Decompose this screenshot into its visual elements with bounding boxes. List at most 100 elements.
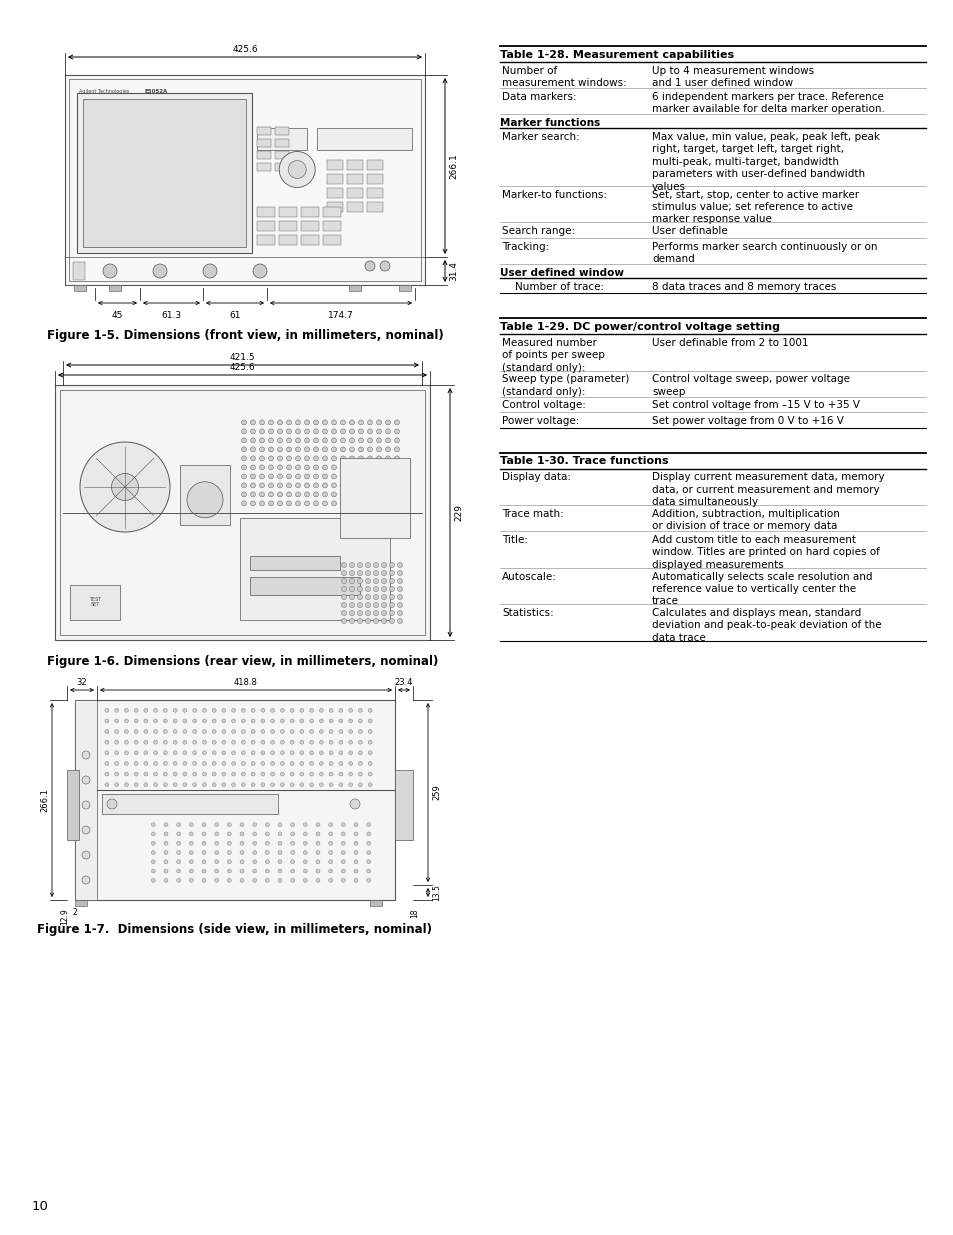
Circle shape — [202, 730, 206, 734]
Circle shape — [397, 578, 402, 583]
Text: Marker search:: Marker search: — [501, 132, 579, 142]
Text: Marker-to functions:: Marker-to functions: — [501, 189, 606, 200]
Circle shape — [365, 571, 370, 576]
Circle shape — [349, 492, 355, 496]
Circle shape — [241, 740, 245, 745]
Circle shape — [124, 762, 129, 766]
Circle shape — [358, 429, 363, 433]
Circle shape — [214, 869, 218, 873]
Circle shape — [227, 841, 231, 845]
Circle shape — [376, 420, 381, 425]
Circle shape — [357, 610, 362, 615]
Circle shape — [172, 762, 177, 766]
Circle shape — [338, 783, 342, 787]
Text: Table 1-28. Measurement capabilities: Table 1-28. Measurement capabilities — [499, 49, 734, 61]
Circle shape — [271, 751, 274, 755]
Circle shape — [376, 456, 381, 461]
Circle shape — [268, 501, 274, 506]
Circle shape — [260, 762, 265, 766]
Circle shape — [114, 730, 118, 734]
Circle shape — [259, 447, 264, 452]
Text: Tracking:: Tracking: — [501, 242, 549, 252]
Circle shape — [357, 619, 362, 624]
Circle shape — [260, 751, 265, 755]
Circle shape — [241, 447, 246, 452]
Circle shape — [163, 730, 167, 734]
Circle shape — [348, 751, 353, 755]
Circle shape — [189, 823, 193, 826]
Circle shape — [277, 878, 282, 882]
Circle shape — [134, 740, 138, 745]
Circle shape — [114, 783, 118, 787]
Circle shape — [367, 429, 372, 433]
Circle shape — [251, 751, 254, 755]
Circle shape — [260, 772, 265, 776]
Bar — [257, 128, 307, 149]
Text: Agilent Technologies: Agilent Technologies — [79, 89, 129, 94]
Circle shape — [349, 447, 355, 452]
Circle shape — [366, 841, 371, 845]
Circle shape — [331, 492, 336, 496]
Circle shape — [299, 709, 304, 713]
Circle shape — [368, 783, 372, 787]
Circle shape — [389, 603, 395, 608]
Circle shape — [152, 878, 155, 882]
Circle shape — [374, 619, 378, 624]
Circle shape — [260, 709, 265, 713]
Circle shape — [280, 709, 284, 713]
Circle shape — [240, 851, 244, 855]
Circle shape — [202, 740, 206, 745]
Circle shape — [350, 799, 359, 809]
Circle shape — [105, 730, 109, 734]
Circle shape — [164, 878, 168, 882]
Circle shape — [304, 429, 309, 433]
Bar — [367, 159, 383, 169]
Text: Add custom title to each measurement
window. Titles are printed on hard copies o: Add custom title to each measurement win… — [651, 535, 879, 569]
Circle shape — [212, 730, 216, 734]
Circle shape — [358, 501, 363, 506]
Circle shape — [331, 483, 336, 488]
Bar — [347, 188, 363, 198]
Text: 61.3: 61.3 — [161, 311, 181, 320]
Text: Search range:: Search range: — [501, 226, 575, 236]
Circle shape — [163, 772, 167, 776]
Text: User defined window: User defined window — [499, 268, 623, 278]
Circle shape — [304, 464, 309, 469]
Circle shape — [354, 832, 357, 836]
Text: Performs marker search continuously or on
demand: Performs marker search continuously or o… — [651, 242, 877, 264]
Circle shape — [397, 619, 402, 624]
Circle shape — [319, 762, 323, 766]
Circle shape — [241, 429, 246, 433]
Circle shape — [331, 429, 336, 433]
Circle shape — [202, 719, 206, 722]
Bar — [301, 221, 319, 231]
Circle shape — [329, 730, 333, 734]
Circle shape — [374, 562, 378, 568]
Circle shape — [395, 420, 399, 425]
Bar — [347, 173, 363, 184]
Circle shape — [385, 492, 390, 496]
Circle shape — [341, 832, 345, 836]
Circle shape — [105, 740, 109, 745]
Circle shape — [341, 594, 346, 599]
Circle shape — [379, 261, 390, 270]
Circle shape — [349, 456, 355, 461]
Circle shape — [286, 474, 292, 479]
Circle shape — [389, 571, 395, 576]
Circle shape — [348, 762, 353, 766]
Circle shape — [295, 456, 300, 461]
Circle shape — [176, 851, 180, 855]
Circle shape — [349, 594, 355, 599]
Circle shape — [354, 878, 357, 882]
Circle shape — [164, 823, 168, 826]
Circle shape — [82, 802, 90, 809]
Circle shape — [222, 762, 226, 766]
Circle shape — [366, 832, 371, 836]
Bar — [257, 235, 274, 245]
Bar — [70, 585, 120, 620]
Circle shape — [202, 841, 206, 845]
Circle shape — [397, 610, 402, 615]
Circle shape — [291, 851, 294, 855]
Circle shape — [193, 762, 196, 766]
Circle shape — [381, 562, 386, 568]
